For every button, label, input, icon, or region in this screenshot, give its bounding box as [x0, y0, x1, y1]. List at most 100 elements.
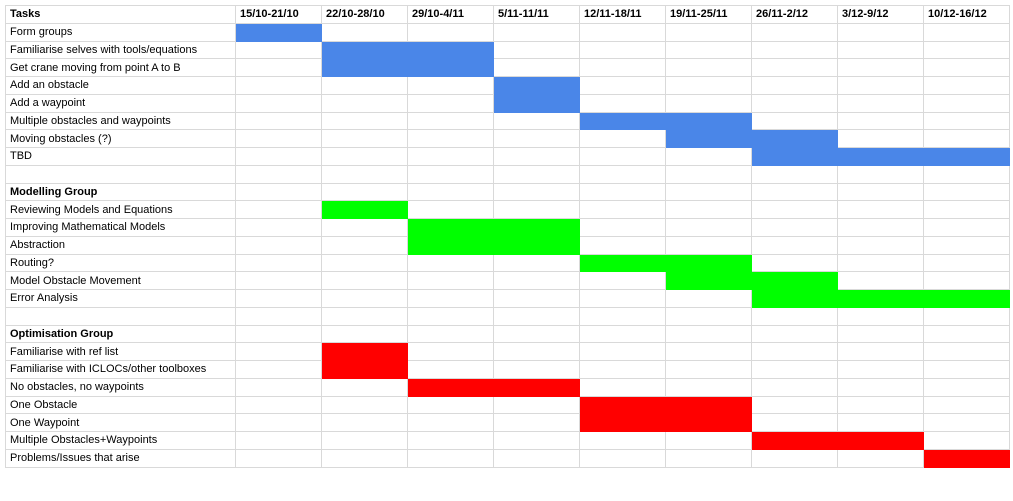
task-label-cell[interactable]: One Waypoint: [5, 413, 236, 432]
empty-cell[interactable]: [837, 22, 924, 42]
empty-cell[interactable]: [493, 182, 580, 202]
empty-cell[interactable]: [665, 324, 752, 344]
task-label-cell[interactable]: Model Obstacle Movement: [5, 271, 236, 290]
empty-cell[interactable]: [235, 200, 322, 219]
empty-cell[interactable]: [665, 93, 752, 113]
empty-cell[interactable]: [407, 448, 494, 468]
empty-cell[interactable]: [235, 235, 322, 255]
empty-cell[interactable]: [235, 342, 322, 361]
empty-cell[interactable]: [665, 147, 752, 166]
empty-cell[interactable]: [665, 22, 752, 42]
empty-cell[interactable]: [493, 40, 580, 60]
gantt-bar-cell[interactable]: [407, 235, 494, 255]
empty-cell[interactable]: [923, 431, 1010, 450]
empty-cell[interactable]: [837, 58, 924, 77]
empty-cell[interactable]: [579, 129, 666, 148]
empty-cell[interactable]: [235, 164, 322, 184]
empty-cell[interactable]: [837, 218, 924, 237]
empty-cell[interactable]: [407, 253, 494, 273]
empty-cell[interactable]: [407, 395, 494, 415]
empty-cell[interactable]: [923, 377, 1010, 397]
task-label-cell[interactable]: Form groups: [5, 22, 236, 42]
empty-cell[interactable]: [235, 182, 322, 202]
empty-cell[interactable]: [923, 218, 1010, 237]
empty-cell[interactable]: [579, 360, 666, 379]
empty-cell[interactable]: [321, 164, 408, 184]
empty-cell[interactable]: [407, 360, 494, 379]
gantt-bar-cell[interactable]: [321, 342, 408, 361]
empty-cell[interactable]: [407, 22, 494, 42]
empty-cell[interactable]: [407, 271, 494, 290]
empty-cell[interactable]: [751, 76, 838, 95]
gantt-bar-cell[interactable]: [321, 360, 408, 379]
empty-cell[interactable]: [837, 93, 924, 113]
empty-cell[interactable]: [235, 40, 322, 60]
empty-cell[interactable]: [665, 431, 752, 450]
empty-cell[interactable]: [493, 360, 580, 379]
gantt-bar-cell[interactable]: [493, 93, 580, 113]
gantt-bar-cell[interactable]: [751, 129, 838, 148]
gantt-bar-cell[interactable]: [493, 218, 580, 237]
week-header-cell[interactable]: 15/10-21/10: [235, 5, 322, 24]
empty-cell[interactable]: [579, 40, 666, 60]
empty-cell[interactable]: [493, 111, 580, 131]
empty-cell[interactable]: [321, 448, 408, 468]
empty-cell[interactable]: [321, 413, 408, 432]
gantt-bar-cell[interactable]: [321, 200, 408, 219]
empty-cell[interactable]: [923, 164, 1010, 184]
gantt-bar-cell[interactable]: [837, 431, 924, 450]
empty-cell[interactable]: [837, 271, 924, 290]
empty-cell[interactable]: [665, 377, 752, 397]
gantt-bar-cell[interactable]: [751, 147, 838, 166]
task-label-cell[interactable]: No obstacles, no waypoints: [5, 377, 236, 397]
empty-cell[interactable]: [665, 235, 752, 255]
task-label-cell[interactable]: TBD: [5, 147, 236, 166]
empty-cell[interactable]: [579, 93, 666, 113]
empty-cell[interactable]: [235, 377, 322, 397]
gantt-bar-cell[interactable]: [923, 289, 1010, 308]
empty-cell[interactable]: [235, 448, 322, 468]
empty-cell[interactable]: [923, 235, 1010, 255]
empty-cell[interactable]: [407, 111, 494, 131]
empty-cell[interactable]: [493, 58, 580, 77]
empty-cell[interactable]: [579, 448, 666, 468]
empty-cell[interactable]: [837, 395, 924, 415]
empty-cell[interactable]: [837, 40, 924, 60]
empty-cell[interactable]: [321, 111, 408, 131]
empty-cell[interactable]: [923, 342, 1010, 361]
tasks-header-cell[interactable]: Tasks: [5, 5, 236, 24]
empty-cell[interactable]: [321, 147, 408, 166]
empty-cell[interactable]: [321, 218, 408, 237]
empty-cell[interactable]: [235, 93, 322, 113]
task-label-cell[interactable]: One Obstacle: [5, 395, 236, 415]
empty-cell[interactable]: [235, 253, 322, 273]
empty-cell[interactable]: [665, 164, 752, 184]
empty-cell[interactable]: [751, 413, 838, 432]
empty-cell[interactable]: [837, 377, 924, 397]
gantt-bar-cell[interactable]: [665, 253, 752, 273]
empty-cell[interactable]: [407, 129, 494, 148]
empty-cell[interactable]: [493, 395, 580, 415]
empty-cell[interactable]: [321, 93, 408, 113]
empty-cell[interactable]: [579, 235, 666, 255]
empty-cell[interactable]: [321, 289, 408, 308]
empty-cell[interactable]: [665, 182, 752, 202]
empty-cell[interactable]: [235, 324, 322, 344]
week-header-cell[interactable]: 26/11-2/12: [751, 5, 838, 24]
gantt-bar-cell[interactable]: [321, 58, 408, 77]
empty-cell[interactable]: [493, 129, 580, 148]
group-label-cell[interactable]: Modelling Group: [5, 182, 236, 202]
empty-cell[interactable]: [407, 147, 494, 166]
empty-cell[interactable]: [665, 342, 752, 361]
empty-cell[interactable]: [837, 76, 924, 95]
task-label-cell[interactable]: Add an obstacle: [5, 76, 236, 95]
empty-cell[interactable]: [751, 182, 838, 202]
empty-cell[interactable]: [751, 111, 838, 131]
empty-cell[interactable]: [493, 324, 580, 344]
gantt-bar-cell[interactable]: [493, 235, 580, 255]
empty-cell[interactable]: [923, 413, 1010, 432]
task-label-cell[interactable]: Reviewing Models and Equations: [5, 200, 236, 219]
empty-cell[interactable]: [837, 448, 924, 468]
empty-cell[interactable]: [751, 200, 838, 219]
empty-cell[interactable]: [579, 182, 666, 202]
